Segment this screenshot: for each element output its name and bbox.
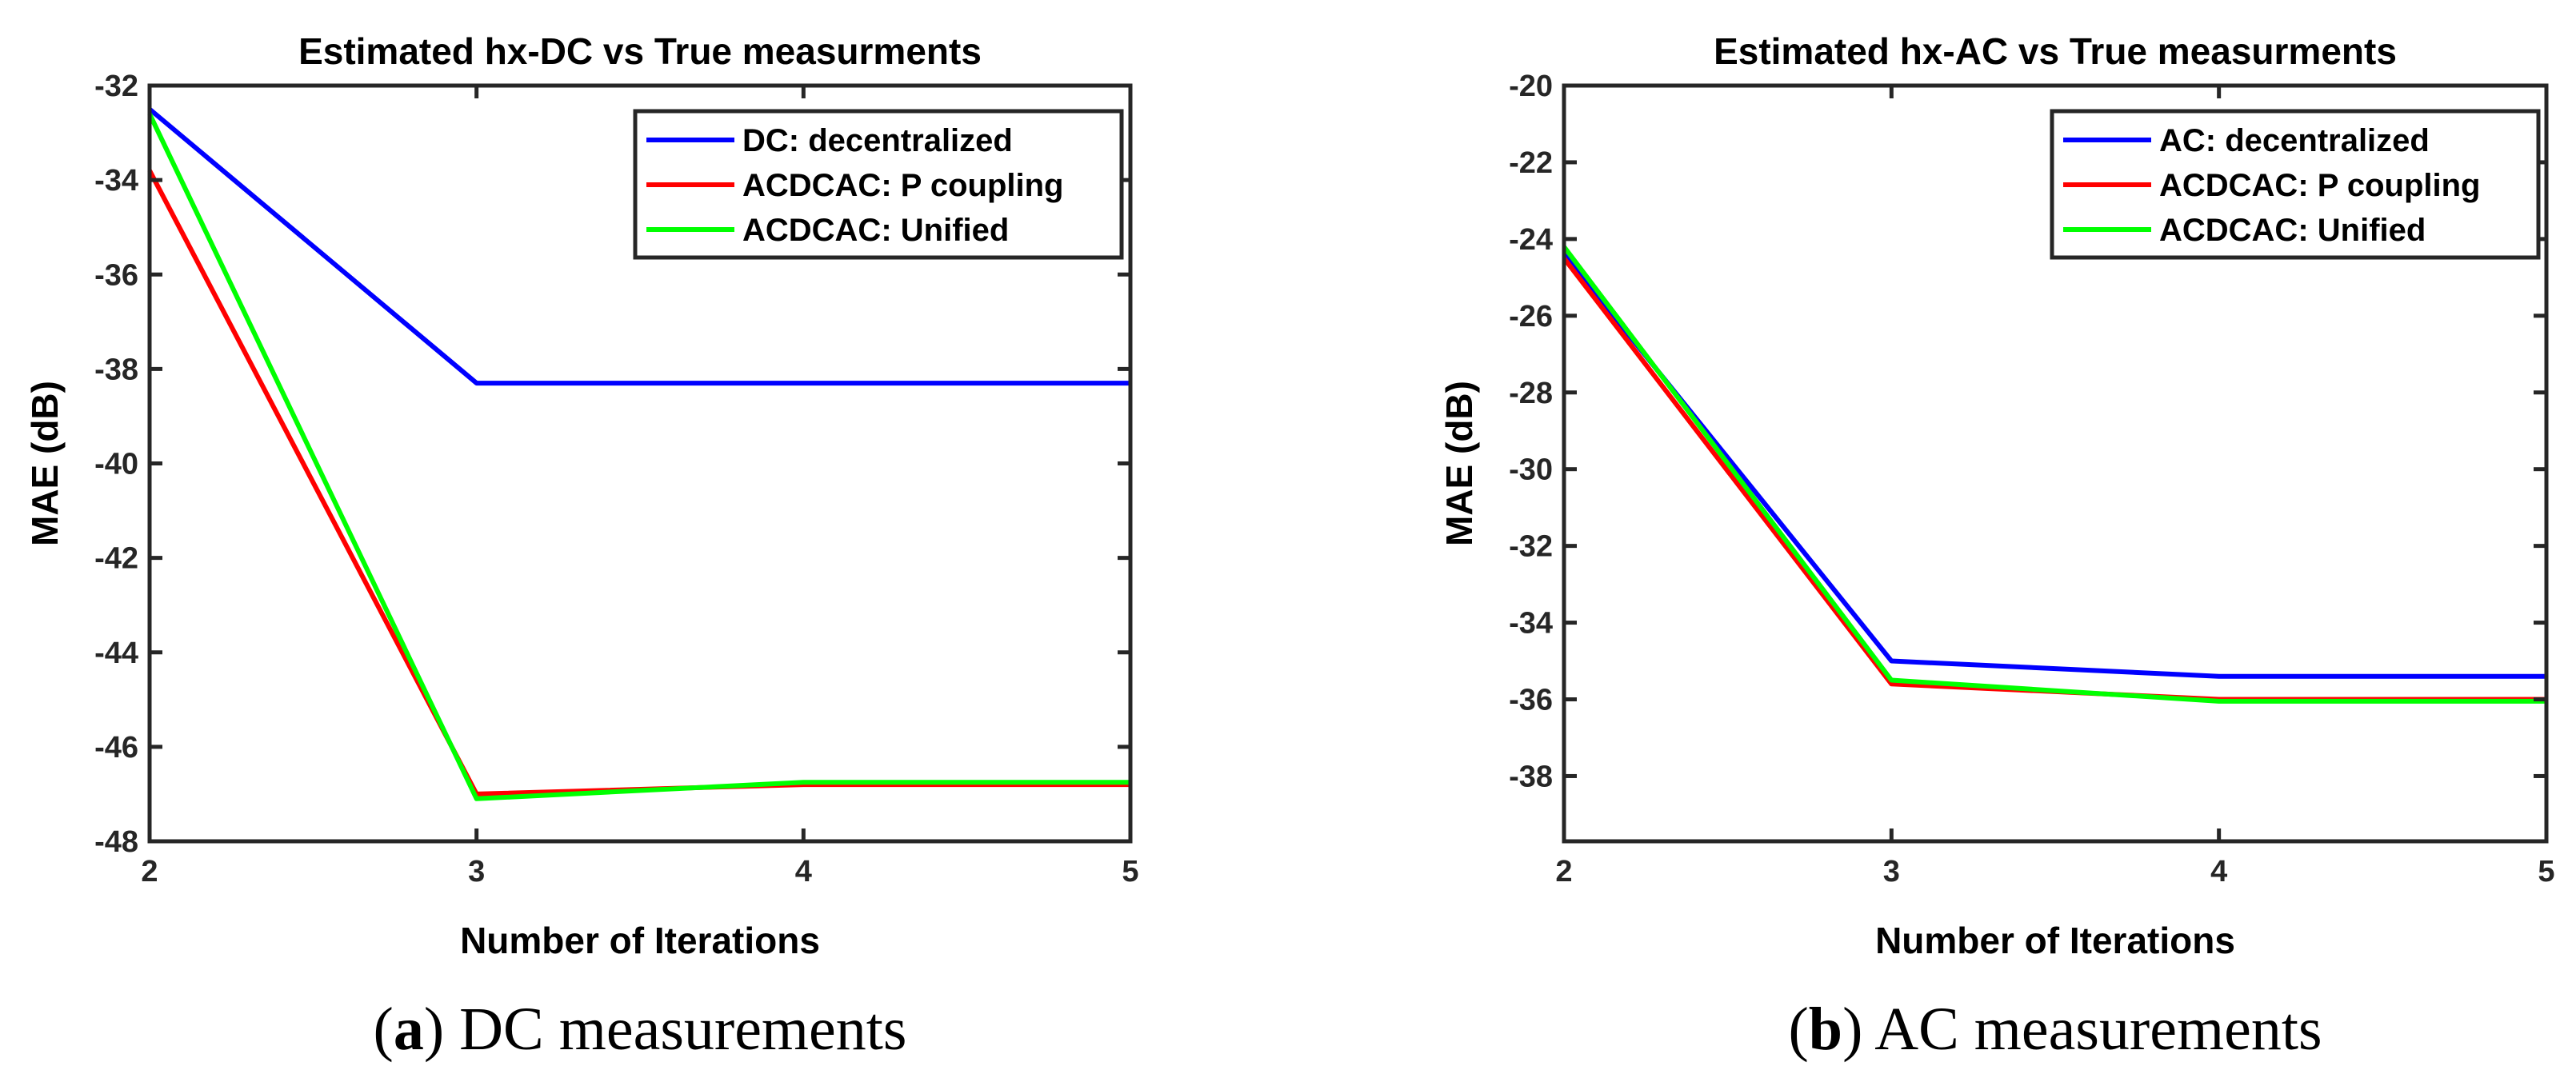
panel-ac: -20 -22 -24 -26 -28 -30 -32 -34 -36 -38 2 3 4 5 Estima… bbox=[1438, 30, 2555, 1063]
ac-x-axis-label: Number of Iterations bbox=[1875, 920, 2235, 961]
ac-ytick-label: -34 bbox=[1509, 607, 1553, 641]
dc-series-line-blue bbox=[148, 107, 1130, 386]
dc-series-line-green bbox=[147, 113, 1130, 801]
dc-caption-paren-close: ) bbox=[424, 996, 459, 1063]
ac-series-line-blue bbox=[1562, 253, 2546, 679]
dc-ytick-label: -40 bbox=[94, 448, 138, 481]
ac-ytick-label: -38 bbox=[1509, 760, 1553, 793]
ac-ytick-label: -20 bbox=[1509, 70, 1553, 103]
dc-caption-text: DC measurements bbox=[459, 996, 906, 1063]
dc-xtick-label: 5 bbox=[1122, 855, 1138, 888]
ac-xtick-label: 4 bbox=[2210, 855, 2227, 888]
ac-legend-label: AC: decentralized bbox=[2159, 123, 2430, 158]
ac-axes-frame bbox=[1562, 83, 2549, 844]
dc-caption-paren-open: ( bbox=[374, 996, 394, 1063]
ac-xtick-label: 3 bbox=[1883, 855, 1900, 888]
dc-chart-title: Estimated hx-DC vs True measurments bbox=[298, 30, 982, 72]
ac-legend-label: ACDCAC: P coupling bbox=[2159, 168, 2480, 203]
dc-legend-label: ACDCAC: Unified bbox=[742, 213, 1009, 248]
ac-legend: AC: decentralized ACDCAC: P coupling ACDCA… bbox=[2050, 109, 2541, 260]
ac-ytick-label: -22 bbox=[1509, 146, 1553, 180]
dc-y-axis-label: MAE (dB) bbox=[24, 381, 66, 546]
ac-y-axis-label: MAE (dB) bbox=[1438, 381, 1480, 546]
dc-xtick-label: 3 bbox=[468, 855, 485, 888]
dc-caption-label: a bbox=[394, 996, 424, 1063]
dc-legend-label: DC: decentralized bbox=[742, 123, 1013, 158]
panel-dc: -32 -34 -36 -38 -40 -42 -44 -46 -482 3 4 5 Estimated… bbox=[24, 30, 1139, 1063]
ac-caption-text: AC measurements bbox=[1874, 996, 2322, 1063]
ac-caption-paren-open: ( bbox=[1788, 996, 1808, 1063]
dc-series-group bbox=[147, 107, 1130, 801]
ac-caption-label: b bbox=[1809, 996, 1842, 1063]
ac-series-group bbox=[1562, 245, 2546, 704]
ac-ytick-label: -26 bbox=[1509, 300, 1553, 333]
ac-chart-title: Estimated hx-AC vs True measurments bbox=[1714, 30, 2397, 72]
dc-caption: (a) DC measurements bbox=[374, 996, 907, 1063]
ac-ytick-label: -36 bbox=[1509, 684, 1553, 717]
dc-ytick-label: -32 bbox=[94, 70, 138, 103]
ac-ytick-label: -30 bbox=[1509, 453, 1553, 487]
ac-xtick-label: 2 bbox=[1555, 855, 1572, 888]
ac-caption-paren-close: ) bbox=[1842, 996, 1874, 1063]
ac-caption: (b) AC measurements bbox=[1788, 996, 2322, 1063]
ac-ytick-label: -28 bbox=[1509, 377, 1553, 410]
dc-ytick-label: -46 bbox=[94, 731, 138, 765]
ac-ytick-label: -32 bbox=[1509, 530, 1553, 564]
dc-xtick-label: 4 bbox=[795, 855, 812, 888]
dc-ytick-label: -34 bbox=[94, 164, 138, 198]
dc-ytick-label: -36 bbox=[94, 258, 138, 292]
dc-ytick-label: -48 bbox=[94, 825, 138, 859]
dc-xtick-label: 2 bbox=[141, 855, 158, 888]
dc-x-axis-label: Number of Iterations bbox=[460, 920, 820, 961]
ac-series-line-green bbox=[1562, 245, 2546, 704]
dc-legend-label: ACDCAC: P coupling bbox=[742, 168, 1063, 203]
ac-legend-label: ACDCAC: Unified bbox=[2159, 213, 2426, 248]
dc-ytick-label: -38 bbox=[94, 353, 138, 386]
dc-ytick-label: -42 bbox=[94, 542, 138, 576]
dc-legend: DC: decentralized ACDCAC: P coupling ACDCA… bbox=[633, 109, 1124, 260]
ac-ytick-label: -24 bbox=[1509, 223, 1553, 257]
ac-xtick-label: 5 bbox=[2538, 855, 2554, 888]
dc-ytick-label: -44 bbox=[94, 637, 138, 670]
